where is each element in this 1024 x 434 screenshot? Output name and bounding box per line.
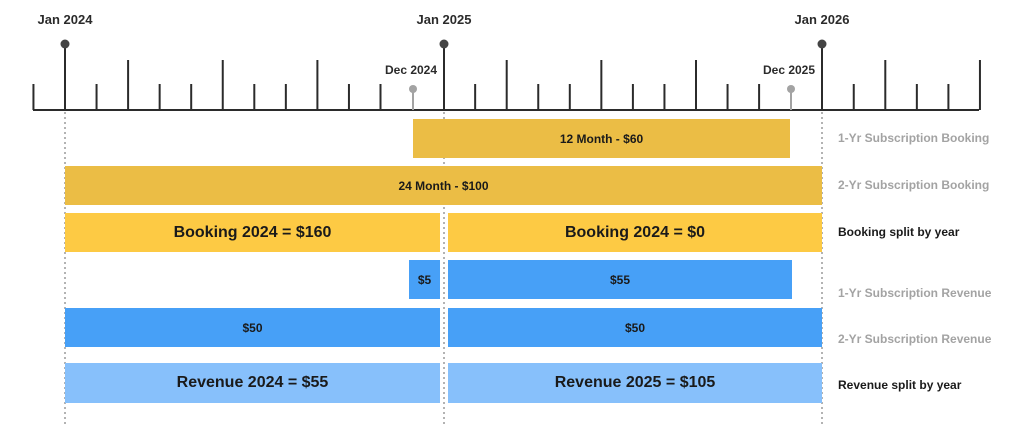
label-jan-2024: Jan 2024	[37, 12, 93, 27]
label-jan-2026: Jan 2026	[794, 12, 850, 27]
bar-24-month-booking: 24 Month - $100	[65, 166, 822, 205]
bar-12-month-booking: 12 Month - $60	[413, 119, 790, 158]
marker-dot-jan-2026	[817, 39, 827, 49]
bar-revenue-2025: Revenue 2025 = $105	[448, 363, 822, 403]
bar-2yr-revenue-2024: $50	[65, 308, 440, 347]
bar-booking-2024: Booking 2024 = $160	[65, 213, 440, 252]
row-label-1yr-booking: 1-Yr Subscription Booking	[838, 131, 990, 145]
row-label-booking-split: Booking split by year	[838, 225, 960, 239]
label-jan-2025: Jan 2025	[416, 12, 472, 27]
row-label-1yr-revenue: 1-Yr Subscription Revenue	[838, 286, 992, 300]
bar-revenue-2024: Revenue 2024 = $55	[65, 363, 440, 403]
marker-dot-dec-2025	[787, 85, 795, 93]
label-dec-2024: Dec 2024	[384, 63, 438, 77]
bar-2yr-revenue-2025: $50	[448, 308, 822, 347]
bar-booking-2025: Booking 2024 = $0	[448, 213, 822, 252]
row-label-revenue-split: Revenue split by year	[838, 378, 962, 392]
marker-dot-dec-2024	[409, 85, 417, 93]
bar-1yr-revenue-2025: $55	[448, 260, 792, 299]
bar-1yr-revenue-2024: $5	[409, 260, 440, 299]
marker-dot-jan-2025	[439, 39, 449, 49]
label-dec-2025: Dec 2025	[762, 63, 816, 77]
row-label-2yr-revenue: 2-Yr Subscription Revenue	[838, 332, 992, 346]
marker-dot-jan-2024	[60, 39, 70, 49]
row-label-2yr-booking: 2-Yr Subscription Booking	[838, 178, 990, 192]
